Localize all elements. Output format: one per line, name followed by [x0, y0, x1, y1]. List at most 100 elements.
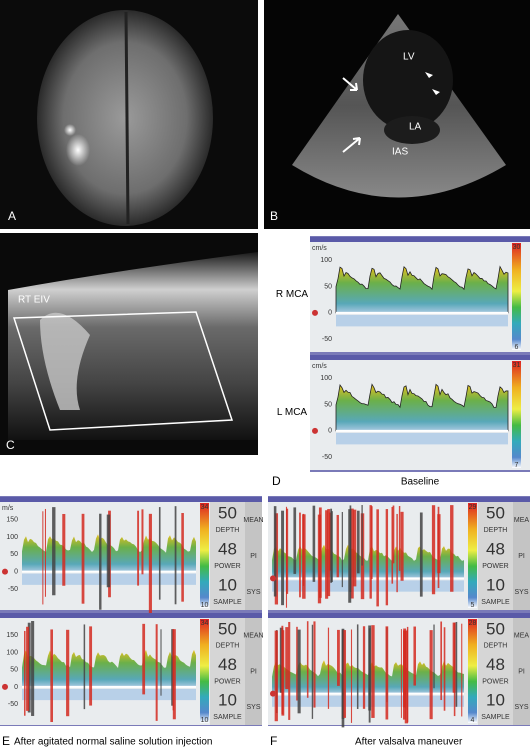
sample-marker — [270, 690, 276, 697]
readout-value: 10 — [486, 575, 505, 594]
embolic-signal — [99, 513, 102, 610]
embolic-signal — [396, 513, 398, 593]
baseline-band — [272, 580, 464, 592]
embolic-signal — [293, 507, 297, 574]
embolic-signal — [336, 514, 339, 578]
embolic-signal — [24, 630, 26, 716]
tick-label: 0 — [328, 310, 332, 317]
readout-name: SAMPLE — [213, 714, 242, 721]
embolic-signal — [431, 505, 436, 595]
spectral-waveform — [22, 649, 196, 687]
color-scale — [200, 619, 209, 723]
embolic-signal — [171, 629, 174, 706]
readout-name: DEPTH — [484, 643, 508, 650]
track-label: R MCA — [276, 289, 309, 300]
embolic-signal — [400, 511, 404, 581]
index-panel — [245, 502, 262, 610]
embolic-signal — [50, 629, 54, 723]
tick-label: -50 — [322, 336, 332, 343]
embolic-signal — [311, 624, 314, 719]
embolic-signal — [148, 513, 152, 616]
scale-bottom: 5 — [471, 602, 475, 609]
readout-value: 10 — [486, 691, 505, 710]
embolic-signal — [172, 629, 175, 711]
display-header — [0, 613, 262, 618]
tick-label: 150 — [6, 632, 18, 639]
embolic-signal — [419, 512, 423, 597]
index-label: MEAN — [243, 517, 263, 524]
index-label: MEA — [514, 517, 530, 524]
embolic-signal — [302, 513, 305, 586]
anatomy-label: LV — [403, 52, 415, 63]
embolic-signal — [172, 629, 176, 720]
embolic-signal — [155, 624, 158, 721]
embolic-signal — [288, 621, 291, 720]
tick-label: 100 — [320, 257, 332, 264]
readout-value: 48 — [218, 539, 237, 558]
embolic-signal — [392, 505, 395, 564]
embolic-signal — [285, 506, 288, 608]
embolic-signal — [160, 629, 162, 696]
sample-marker — [270, 575, 276, 582]
scale-top: 34 — [201, 504, 209, 511]
embolic-signal — [450, 505, 454, 592]
caption: After valsalva maneuver — [355, 737, 463, 748]
tick-label: 50 — [10, 551, 18, 558]
readout-value: 50 — [486, 619, 505, 638]
brain-image — [37, 10, 213, 226]
readout-panel — [210, 618, 245, 725]
readout-name: SAMPLE — [213, 599, 242, 606]
tick-label: 0 — [14, 684, 18, 691]
tick-label: 150 — [6, 516, 18, 523]
embolic-signal — [297, 629, 301, 714]
readout-name: POWER — [482, 563, 508, 570]
embolic-signal — [361, 505, 363, 566]
unit-label: cm/s — [312, 363, 327, 370]
spectral-waveform — [335, 383, 509, 432]
embolic-signal — [281, 625, 284, 715]
embolic-signal — [437, 514, 441, 574]
readout-name: SAMPLE — [481, 714, 510, 721]
index-label: SYS — [246, 704, 260, 711]
embolic-signal — [137, 510, 140, 586]
index-label: MEAN — [243, 633, 263, 640]
arrow — [342, 137, 361, 153]
embolic-signal — [461, 623, 463, 717]
index-label: PI — [518, 553, 525, 560]
panel-letter: B — [270, 209, 278, 223]
embolic-signal — [325, 510, 329, 599]
embolic-signal — [299, 512, 301, 598]
tick-label: 100 — [320, 375, 332, 382]
embolic-signal — [181, 513, 184, 602]
index-panel — [513, 618, 530, 725]
embolic-signal — [42, 511, 44, 605]
panel-letter: C — [6, 438, 15, 452]
embolic-signal — [341, 511, 343, 588]
lesion — [64, 124, 76, 136]
display-header — [310, 237, 530, 242]
embolic-signal — [400, 629, 402, 718]
embolic-signal — [26, 626, 30, 711]
caption: After agitated normal saline solution in… — [14, 737, 212, 748]
index-label: SYS — [246, 589, 260, 596]
scale-top: 29 — [469, 504, 477, 511]
tick-label: 0 — [14, 568, 18, 575]
lesion — [66, 134, 90, 166]
color-scale — [468, 619, 477, 723]
scale-top: 28 — [469, 620, 477, 627]
embolic-signal — [142, 623, 146, 695]
readout-panel — [478, 618, 513, 725]
display-header — [310, 355, 530, 360]
readout-name: POWER — [214, 563, 240, 570]
readout-panel — [210, 502, 245, 610]
caption: Baseline — [401, 477, 440, 488]
embolic-signal — [327, 627, 330, 709]
index-label: PI — [518, 668, 525, 675]
tick-label: 100 — [6, 534, 18, 541]
embolic-signal — [403, 630, 406, 720]
embolic-signal — [368, 625, 372, 711]
embolic-signal — [106, 514, 111, 588]
embolic-signal — [158, 507, 161, 600]
embolic-signal — [433, 624, 435, 689]
readout-name: DEPTH — [216, 643, 240, 650]
